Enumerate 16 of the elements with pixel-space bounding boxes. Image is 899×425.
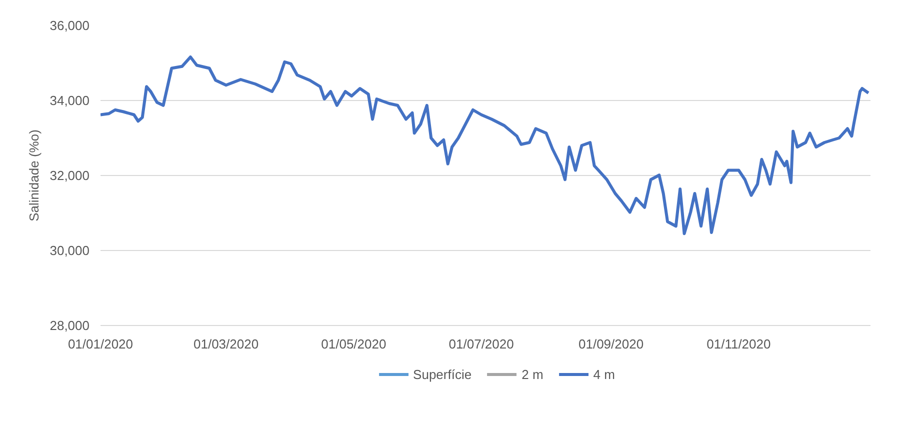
x-tick-label: 01/11/2020 bbox=[706, 336, 771, 352]
x-tick-label: 01/03/2020 bbox=[194, 336, 259, 352]
legend-label: 4 m bbox=[593, 366, 615, 382]
x-tick-label: 01/01/2020 bbox=[68, 336, 134, 352]
y-tick-label: 36,000 bbox=[50, 18, 90, 33]
x-tick-label: 01/09/2020 bbox=[578, 336, 644, 352]
legend-label: Superfície bbox=[413, 366, 472, 382]
y-tick-label: 34,000 bbox=[50, 93, 90, 108]
y-tick-label: 32,000 bbox=[50, 168, 90, 183]
x-tick-label: 01/07/2020 bbox=[448, 336, 514, 352]
y-tick-label: 30,000 bbox=[50, 243, 90, 258]
line-series bbox=[100, 56, 870, 236]
x-tick-label: 01/05/2020 bbox=[321, 336, 386, 352]
y-axis-title: Salinidade (%o) bbox=[26, 130, 42, 222]
legend-label: 2 m bbox=[522, 366, 544, 382]
y-tick-label: 28,000 bbox=[50, 318, 90, 333]
